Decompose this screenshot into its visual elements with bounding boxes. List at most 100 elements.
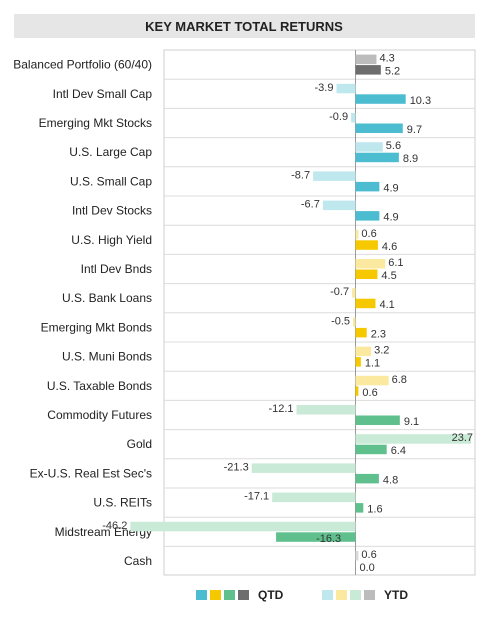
bar-qtd [355, 211, 380, 221]
value-label-ytd: 0.6 [361, 549, 376, 561]
value-label-qtd: 8.9 [403, 153, 418, 165]
bar-qtd [355, 152, 399, 163]
category-label: Cash [124, 554, 152, 568]
value-label-ytd: 3.2 [374, 345, 389, 357]
value-label-ytd: 0.6 [361, 228, 376, 240]
value-label-qtd: 0.0 [360, 562, 375, 574]
value-label-qtd: 4.5 [381, 270, 396, 282]
bar-ytd [272, 492, 356, 503]
value-label-qtd: 10.3 [410, 95, 431, 107]
value-label-qtd: 6.4 [391, 445, 406, 457]
value-label-ytd: -6.7 [301, 199, 320, 211]
title-banner [14, 14, 475, 38]
value-label-ytd: -46.2 [102, 520, 127, 532]
bar-ytd [355, 551, 359, 561]
category-label: Gold [127, 437, 152, 451]
legend-swatch [238, 590, 249, 600]
bar-qtd [355, 269, 378, 279]
value-label-ytd: 6.8 [392, 374, 407, 386]
bar-qtd [355, 240, 378, 250]
bars [130, 54, 471, 561]
bar-qtd [355, 94, 406, 104]
bar-ytd [352, 288, 356, 298]
value-label-qtd: 4.8 [383, 474, 398, 486]
legend-swatch [350, 590, 361, 600]
value-label-ytd: -8.7 [291, 169, 310, 181]
bar-qtd [355, 65, 381, 75]
bar-ytd [353, 317, 356, 327]
legend-swatch [336, 590, 347, 600]
category-label: U.S. Bank Loans [62, 291, 152, 305]
bar-qtd [355, 503, 364, 513]
value-label-qtd: 5.2 [385, 66, 400, 78]
legend-swatch [196, 590, 207, 600]
category-label: U.S. High Yield [71, 233, 152, 247]
value-label-qtd: 1.1 [365, 358, 380, 370]
value-label-qtd: 4.9 [383, 182, 398, 194]
category-label: U.S. Taxable Bonds [47, 379, 152, 393]
category-label: Emerging Mkt Stocks [39, 116, 152, 130]
value-label-qtd: 4.9 [383, 212, 398, 224]
bar-ytd [251, 463, 356, 473]
bar-qtd [355, 357, 361, 367]
bar-qtd [355, 327, 367, 338]
value-label-qtd: 9.7 [407, 124, 422, 136]
chart-title: KEY MARKET TOTAL RETURNS [145, 19, 343, 34]
category-label: Intl Dev Small Cap [53, 87, 153, 101]
value-label-ytd: 4.3 [379, 53, 394, 65]
bar-qtd [355, 386, 359, 396]
value-label-qtd: 0.6 [362, 387, 377, 399]
value-label-qtd: 4.1 [379, 299, 394, 311]
legend-label: QTD [258, 588, 284, 602]
bar-ytd [336, 83, 356, 94]
bar-ytd [313, 171, 356, 181]
value-labels: 4.35.2 -3.9 10.3 -0.9 9.7 5.68.9 -8.7 4.9 -6.7 4.… [102, 53, 473, 574]
value-label-qtd: 4.6 [382, 241, 397, 253]
value-label-ytd: 23.7 [452, 432, 473, 444]
bar-qtd [355, 123, 403, 133]
legend-label: YTD [384, 588, 408, 602]
value-label-qtd: 2.3 [371, 328, 386, 340]
legend-swatch [210, 590, 221, 600]
bar-ytd [296, 405, 356, 415]
value-label-ytd: -3.9 [315, 82, 334, 94]
category-label: U.S. Small Cap [70, 174, 152, 188]
value-label-ytd: -0.9 [329, 111, 348, 123]
bar-ytd [322, 200, 356, 211]
value-label-ytd: 5.6 [386, 140, 401, 152]
bar-ytd [355, 259, 386, 269]
category-label: Balanced Portfolio (60/40) [13, 58, 152, 72]
bar-ytd [351, 113, 356, 123]
category-label: U.S. Large Cap [69, 145, 152, 159]
bar-qtd [355, 181, 380, 192]
bar-ytd [355, 434, 471, 444]
legend: QTD YTD [196, 588, 408, 602]
category-label: U.S. REITs [93, 496, 152, 510]
category-label: Ex-U.S. Real Est Sec's [30, 466, 152, 480]
bar-ytd [355, 229, 359, 240]
category-label: U.S. Muni Bonds [62, 350, 152, 364]
value-label-ytd: 6.1 [388, 257, 403, 269]
value-label-ytd: -12.1 [268, 403, 293, 415]
value-label-ytd: -21.3 [224, 461, 249, 473]
category-label: Intl Dev Bnds [81, 262, 152, 276]
bar-qtd [355, 444, 387, 455]
legend-swatch [224, 590, 235, 600]
bar-ytd [355, 142, 383, 152]
bar-ytd [130, 521, 356, 532]
bar-ytd [355, 346, 372, 357]
value-label-qtd: -16.3 [316, 533, 341, 545]
category-label: Intl Dev Stocks [72, 204, 152, 218]
value-label-qtd: 9.1 [404, 416, 419, 428]
bar-ytd [355, 375, 389, 386]
legend-swatch [364, 590, 375, 600]
value-label-ytd: -0.5 [331, 315, 350, 327]
legend-swatch [322, 590, 333, 600]
bar-ytd [355, 54, 377, 65]
grid-layer [163, 49, 476, 576]
category-label: Midstream Energy [55, 525, 152, 539]
value-label-qtd: 1.6 [367, 504, 382, 516]
category-label: Emerging Mkt Bonds [41, 320, 152, 334]
